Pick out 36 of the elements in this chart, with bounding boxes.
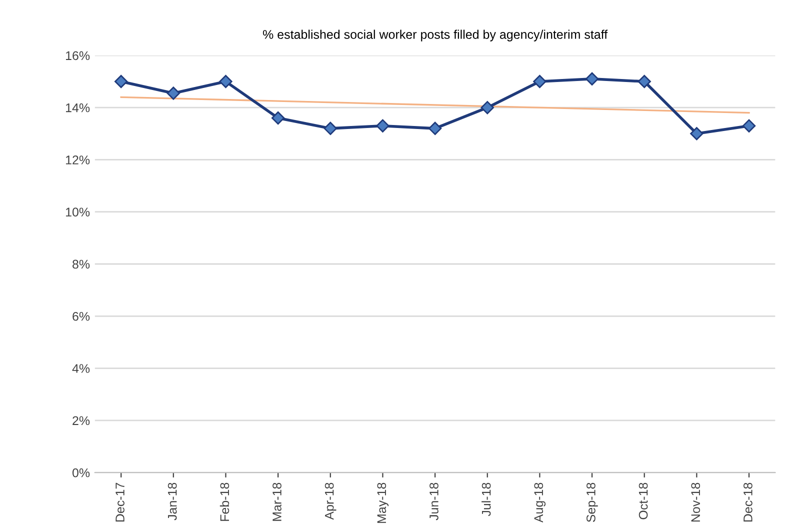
- x-tick-label: Dec-18: [744, 482, 752, 522]
- x-tick-label: May-18: [377, 482, 389, 523]
- point: [376, 119, 390, 132]
- point: [428, 122, 442, 136]
- y-tick-label: 4%: [72, 364, 90, 373]
- x-tick-label: Jun-18: [430, 482, 438, 520]
- x-tick-label: Nov-18: [691, 482, 700, 522]
- x-tick-label: Oct-18: [638, 482, 648, 520]
- point: [480, 100, 494, 114]
- x-tick-label: Mar-18: [272, 482, 282, 521]
- x-tick-label: Jul-18: [482, 482, 491, 516]
- y-tick-label: 10%: [66, 208, 90, 217]
- point: [219, 74, 232, 88]
- y-tick-label: 8%: [72, 260, 90, 269]
- x-tick-label: Jan-18: [168, 482, 177, 520]
- x-tick-label: Dec-17: [116, 482, 124, 522]
- x-tick-label: Sep-18: [586, 482, 598, 522]
- y-tick-label: 12%: [66, 156, 90, 164]
- point: [742, 119, 756, 132]
- point: [585, 72, 599, 86]
- point: [324, 122, 337, 136]
- y-tick-label: 6%: [72, 312, 90, 321]
- chart-title: % established social worker posts filled by agency/interim staff: [262, 30, 608, 42]
- point: [533, 74, 546, 88]
- y-tick-label: 0%: [72, 468, 90, 478]
- y-tick-label: 14%: [66, 103, 90, 112]
- y-tick-label: 2%: [72, 416, 90, 426]
- y-tick-label: 16%: [66, 51, 90, 60]
- point: [690, 127, 704, 140]
- point: [114, 74, 128, 88]
- x-tick-label: Feb-18: [220, 482, 230, 521]
- point: [166, 86, 180, 100]
- x-tick-label: Apr-18: [324, 482, 336, 520]
- point: [271, 111, 285, 125]
- x-tick-label: Aug-18: [534, 482, 546, 523]
- point: [638, 74, 651, 88]
